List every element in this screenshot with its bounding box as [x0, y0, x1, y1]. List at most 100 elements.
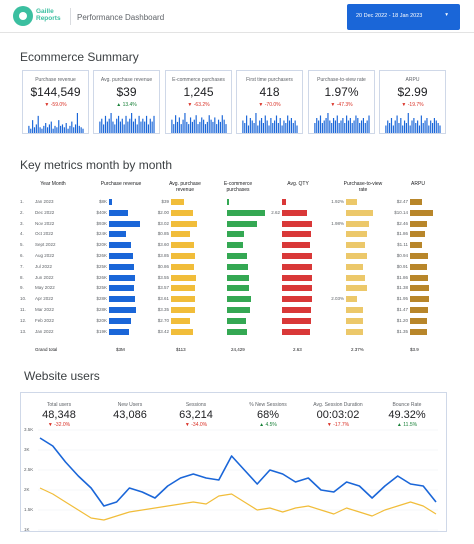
spark-bar — [439, 126, 440, 134]
spark-bar — [359, 123, 360, 133]
spark-bar — [397, 116, 398, 134]
y-tick-label: 2K — [24, 487, 30, 492]
metric-bar — [410, 210, 433, 216]
spark-bar — [242, 121, 243, 134]
col-header-revenue[interactable]: Purchase revenue — [96, 181, 146, 187]
grand-total-qty: 2.63 — [293, 347, 302, 352]
col-header-arpu[interactable]: ARPU — [400, 181, 436, 187]
spark-bar — [107, 122, 108, 133]
metric-bar — [410, 285, 429, 291]
cell-value: $39 — [147, 199, 169, 204]
spark-bar — [272, 123, 273, 133]
date-range-picker[interactable]: 20 Dec 2022 - 18 Jan 2023 ▾ — [347, 4, 460, 30]
spark-bar — [214, 117, 215, 133]
metric-bar — [282, 242, 310, 248]
kpi-delta-text: -63.2% — [194, 102, 210, 108]
kpi-card[interactable]: ARPU $2.99 ▼ -19.7% — [379, 70, 446, 134]
spark-bar — [327, 113, 328, 133]
spark-bar — [408, 113, 409, 133]
metric-bar — [227, 285, 249, 291]
spark-bar — [329, 121, 330, 134]
spark-bar — [207, 122, 208, 133]
header-line: purchases — [226, 187, 249, 193]
spark-bar — [184, 113, 185, 133]
user-kpi[interactable]: Sessions 63,214 ▼ -34.0% — [161, 402, 231, 428]
spark-bar — [413, 118, 414, 133]
spark-bar — [125, 116, 126, 133]
cell-value: $28K — [85, 296, 107, 301]
metric-bar — [109, 221, 140, 227]
cell-value: 1.98% — [322, 221, 344, 226]
user-kpi[interactable]: Total users 48,348 ▼ -32.0% — [24, 402, 94, 428]
row-month: Mar 2022 — [35, 307, 54, 312]
spark-bar — [109, 119, 110, 133]
cell-value: $28K — [85, 307, 107, 312]
logo: Gaille Reports — [36, 8, 61, 22]
cell-value: $2.47 — [386, 199, 408, 204]
col-header-month[interactable]: Year Month — [28, 181, 78, 187]
kpi-label: ARPU — [380, 77, 445, 83]
spark-bar — [77, 113, 78, 133]
spark-bar — [434, 118, 435, 133]
kpi-card[interactable]: Avg. purchase revenue $39 ▲ 13.4% — [93, 70, 160, 134]
cell-value: $1.86 — [386, 275, 408, 280]
spark-bar — [252, 121, 253, 134]
spark-bar — [75, 124, 76, 133]
kpi-card[interactable]: First time purchasers 418 ▼ -70.0% — [236, 70, 303, 134]
spark-bar — [340, 121, 341, 134]
kpi-value: 418 — [237, 85, 302, 99]
spark-bar — [58, 120, 59, 133]
spark-bar — [32, 120, 33, 133]
user-kpi-label: % New Sessions — [233, 402, 303, 408]
user-kpi[interactable]: Avg. Session Duration 00:03:02 ▼ -17.7% — [303, 402, 373, 428]
metric-bar — [282, 318, 311, 324]
cell-value: $20K — [85, 242, 107, 247]
user-kpi-value: 68% — [233, 409, 303, 421]
metric-bar — [346, 307, 363, 313]
spark-bar — [101, 119, 102, 133]
col-header-ecom[interactable]: E-commerce purchases — [214, 181, 262, 193]
spark-bar — [114, 124, 115, 133]
metric-bar — [410, 221, 427, 227]
user-kpi[interactable]: Bounce Rate 49.32% ▲ 11.5% — [372, 402, 442, 428]
spark-bar — [199, 122, 200, 133]
user-kpi-label: New Users — [95, 402, 165, 408]
kpi-card[interactable]: Purchase revenue $144,549 ▼ -59.0% — [22, 70, 89, 134]
metric-bar — [410, 275, 428, 281]
metric-bar — [227, 221, 257, 227]
cell-value: $25K — [85, 264, 107, 269]
spark-bar — [133, 122, 134, 133]
spark-bar — [152, 122, 153, 133]
kpi-card[interactable]: E-commerce purchases 1,245 ▼ -63.2% — [165, 70, 232, 134]
cell-value: $2.46 — [386, 221, 408, 226]
spark-bar — [146, 116, 147, 133]
metric-bar — [410, 264, 427, 270]
kpi-label: Purchase revenue — [23, 77, 88, 83]
user-kpi[interactable]: % New Sessions 68% ▲ 4.5% — [233, 402, 303, 428]
spark-bar — [324, 121, 325, 134]
spark-bar — [244, 123, 245, 133]
spark-bar — [248, 126, 249, 134]
table-row: 11. Mar 2022 $28K $3.35 $1.47 — [18, 305, 448, 315]
user-kpi-value: 48,348 — [24, 409, 94, 421]
row-month: Nov 2022 — [35, 221, 54, 226]
col-header-ptv[interactable]: Purchase-to-view rate — [332, 181, 394, 193]
cell-value: $3.60 — [147, 242, 169, 247]
spark-bar — [103, 124, 104, 133]
spark-bar — [49, 124, 50, 133]
kpi-card[interactable]: Purchase-to-view rate 1.97% ▼ -47.3% — [308, 70, 375, 134]
cell-value: $25K — [85, 285, 107, 290]
col-header-qty[interactable]: Avg. QTY — [280, 181, 316, 187]
spark-bar — [175, 115, 176, 133]
spark-bar — [124, 124, 125, 133]
metric-bar — [410, 329, 427, 335]
user-kpi[interactable]: New Users 43,086 — [95, 402, 165, 428]
metric-bar — [171, 275, 196, 281]
col-header-avg-revenue[interactable]: Avg. purchase revenue — [158, 181, 212, 193]
table-row: 8. Jun 2022 $26K $3.55 $1.86 — [18, 273, 448, 283]
spark-bar — [118, 116, 119, 133]
spark-bar — [66, 123, 67, 133]
metric-bar — [171, 221, 197, 227]
row-index: 4. — [20, 231, 24, 236]
spark-bar — [316, 118, 317, 133]
